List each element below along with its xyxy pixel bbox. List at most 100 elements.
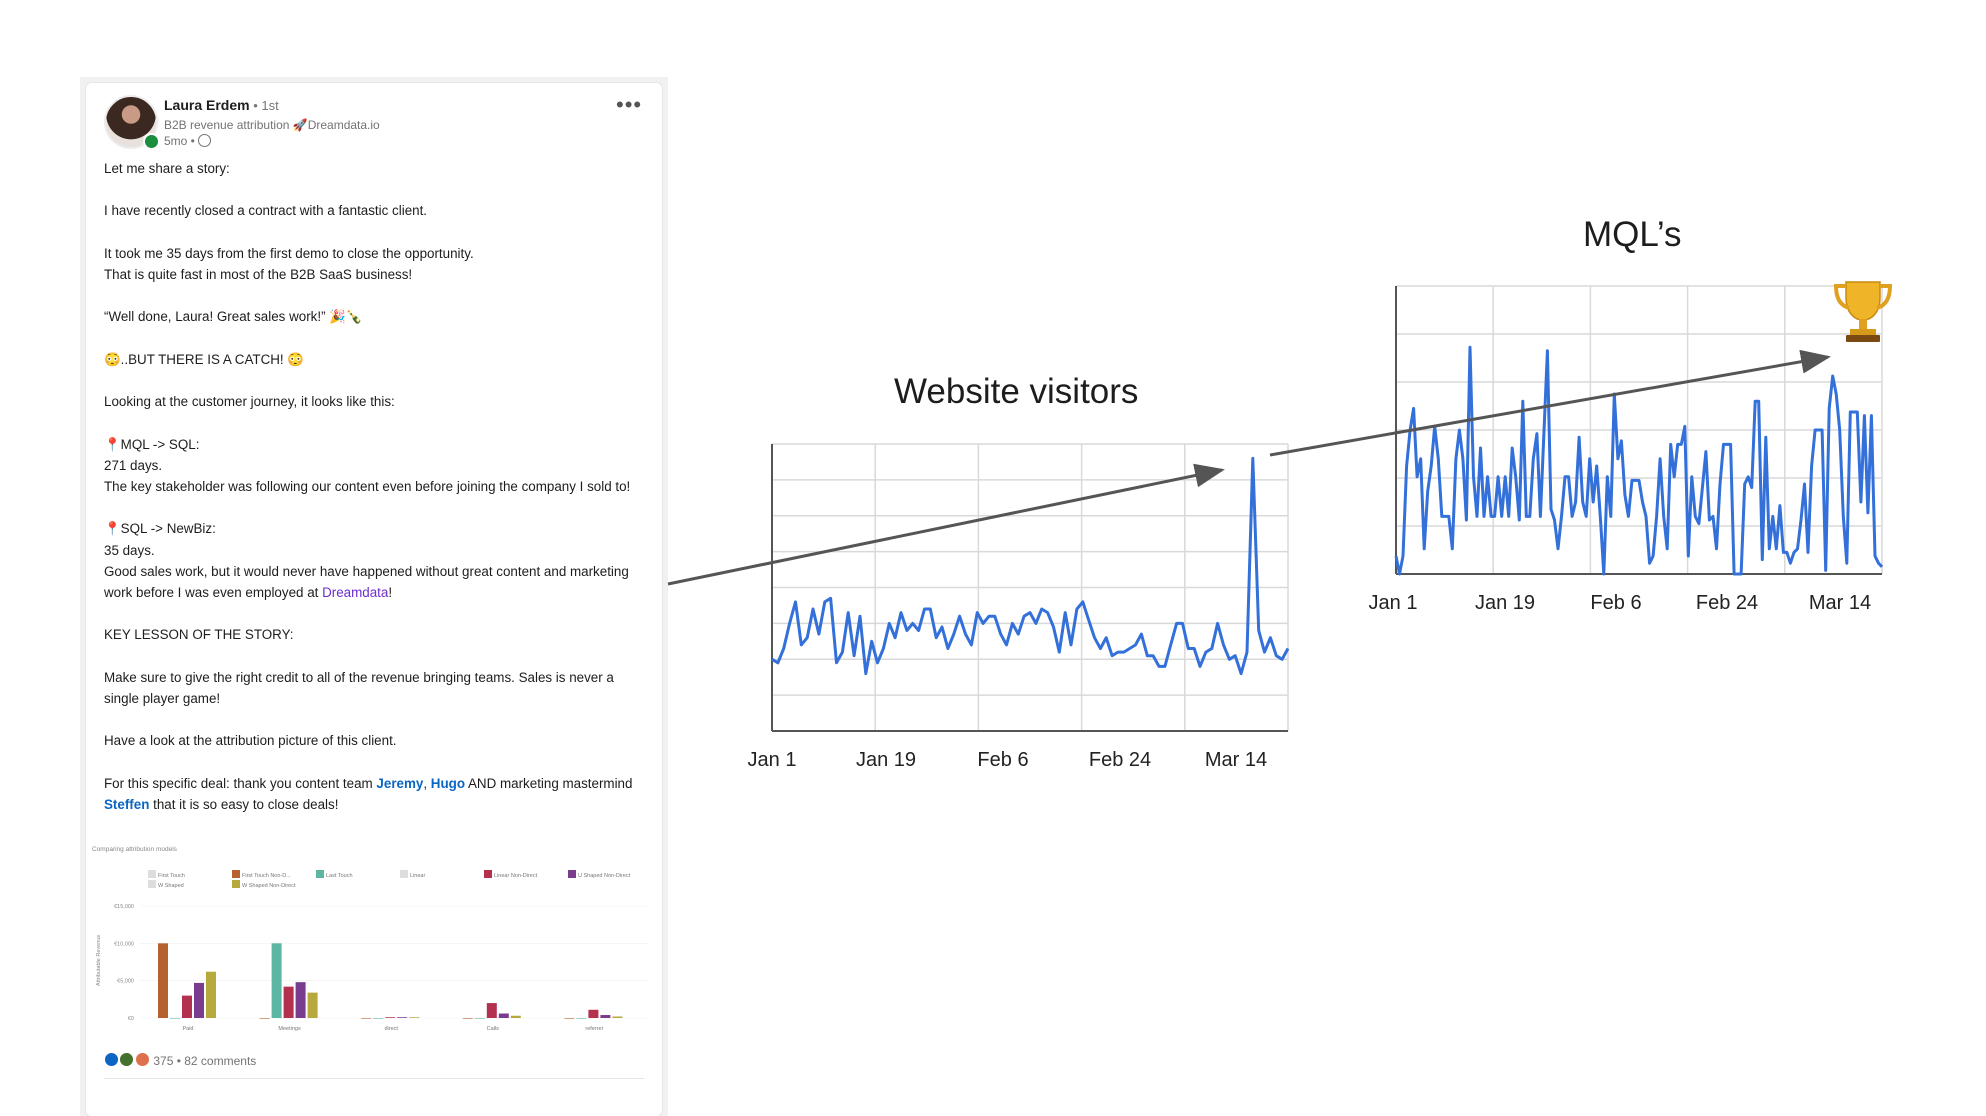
x-tick-label: Feb 24 [1696,592,1758,614]
mention-link[interactable]: Jeremy [376,775,424,791]
mqls-title: MQL’s [1583,215,1682,254]
x-tick-label: Feb 24 [1089,749,1151,771]
author-headline: B2B revenue attribution 🚀Dreamdata.io [164,118,380,132]
legend-label: First Touch Non-D... [242,873,291,879]
line-chart-website-visitors: Jan 1 Jan 19 Feb 6 Feb 24 Mar 14 [748,443,1290,771]
legend-label: Last Touch [326,873,353,879]
embed-ytick: €5,000 [117,979,134,985]
legend-item: U Shaped Non-Direct [568,870,630,879]
embed-bar [373,1018,384,1019]
embed-bar [194,982,204,1018]
connection-degree: • 1st [249,98,279,113]
website-visitors-title: Website visitors [894,372,1139,411]
reactions-count[interactable]: 375 • 82 comments [153,1054,257,1068]
embed-bar [510,1015,521,1018]
x-tick-label: Feb 6 [977,749,1028,771]
mql-sql-text: 271 days. The key stakeholder was follow… [104,457,631,494]
post-time-text: 5mo • [164,134,199,148]
like-reaction-icon [104,1052,119,1067]
x-tick-label: Jan 1 [1369,592,1418,614]
post-paragraph: It took me 35 days from the first demo t… [104,245,474,282]
post-paragraph: Let me share a story: [104,161,230,176]
embed-bar [170,1018,180,1019]
globe-icon [198,134,212,147]
embed-category-label: Paid [182,1026,193,1032]
author-name[interactable]: Laura Erdem • 1st [164,97,279,113]
post-paragraph: KEY LESSON OF THE STORY: [104,627,294,643]
x-tick-label: Jan 1 [748,749,797,771]
x-tick-label: Mar 14 [1809,592,1871,614]
legend-label: Linear [410,873,426,879]
x-tick-label: Feb 6 [1590,592,1641,614]
embed-bar [158,943,168,1018]
embed-bar [206,971,216,1018]
series-line [1394,345,1884,576]
post-paragraph: 📍SQL -> NewBiz: 35 days. Good sales work… [104,518,649,603]
punctuation: ! [388,584,393,600]
love-reaction-icon [134,1052,150,1067]
embed-bar [600,1015,611,1018]
sql-newbiz-text: 35 days. Good sales work, but it would n… [104,542,629,600]
embed-bar [271,943,282,1018]
embed-bar [385,1017,396,1018]
mention-link[interactable]: Steffen [104,796,150,812]
mention-link[interactable]: Hugo [430,775,466,791]
attribution-chart-image[interactable]: Comparing attribution models First Touch… [92,846,652,1036]
post-paragraph: “Well done, Laura! Great sales work!” 🎉🍾 [104,309,363,325]
legend-label: W Shaped [158,883,184,889]
post-paragraph: 📍MQL -> SQL: 271 days. The key stakehold… [104,434,649,498]
embed-bar [576,1018,587,1019]
x-tick-label: Jan 19 [856,749,916,771]
embed-bar [361,1018,372,1019]
legend-item: W Shaped [148,880,184,889]
embed-category-label: referrer [585,1026,603,1032]
thanks-text: that it is so easy to close deals! [149,796,339,812]
line-chart-mqls: Jan 1 Jan 19 Feb 6 Feb 24 Mar 14 [1369,285,1884,614]
post-body: Let me share a story: I have recently cl… [104,158,649,836]
post-paragraph: Looking at the customer journey, it look… [104,394,395,410]
legend-item: Last Touch [316,870,353,879]
embed-chart-title: Comparing attribution models [92,846,177,853]
embed-chart-svg: Attributable Revenue €15,000 €10,000 €5,000… [96,904,648,1032]
x-tick-label: Mar 14 [1205,749,1267,771]
x-tick-label: Jan 19 [1475,592,1535,614]
embed-bar [564,1018,575,1019]
online-status-icon [143,133,160,150]
post-card [86,83,662,1116]
embed-bar [486,1003,497,1018]
sql-newbiz-heading: 📍SQL -> NewBiz: [104,521,216,537]
celebrate-reaction-icon [119,1052,135,1067]
thanks-text: AND marketing mastermind [465,775,633,791]
post-paragraph: Have a look at the attribution picture o… [104,733,397,749]
legend-item: Linear [400,870,425,879]
separator: , [423,775,431,791]
embed-bar [283,986,294,1018]
embed-bar [588,1009,599,1018]
embed-category-label: direct [384,1026,398,1032]
embed-bar [474,1018,485,1019]
legend-label: First Touch [158,873,185,879]
embed-bar [307,992,318,1018]
embed-category-label: Calls [487,1026,499,1032]
arrow-visitors [667,463,1225,586]
series-line [771,456,1290,676]
embed-ytick: €10,000 [114,941,134,947]
post-paragraph: For this specific deal: thank you conten… [104,773,649,815]
embed-ylabel: Attributable Revenue [96,935,102,986]
embed-ytick: €0 [128,1016,134,1022]
thanks-text: For this specific deal: thank you conten… [104,775,377,791]
legend-item: First Touch [148,870,185,879]
embed-bar [295,982,306,1018]
embed-bar [498,1013,509,1018]
embed-bar [397,1017,408,1018]
reactions-bar[interactable]: 375 • 82 comments [104,1052,256,1068]
legend-item: W Shaped Non-Direct [232,880,296,889]
mql-sql-heading: 📍MQL -> SQL: [104,436,200,452]
legend-label: U Shaped Non-Direct [578,873,631,879]
more-options-icon[interactable]: ••• [616,92,643,117]
post-paragraph: 😳..BUT THERE IS A CATCH! 😳 [104,351,305,367]
legend-item: First Touch Non-D... [232,870,291,879]
embed-bar [462,1018,473,1019]
author-name-text[interactable]: Laura Erdem [164,97,250,113]
company-link[interactable]: Dreamdata [322,584,389,600]
